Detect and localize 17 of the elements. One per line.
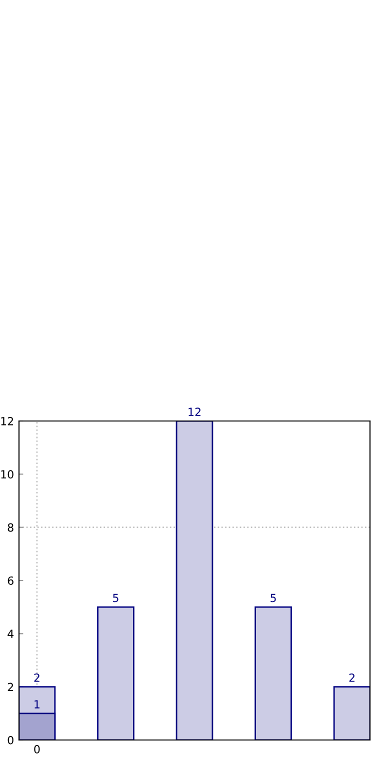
y-tick-label: 2: [8, 682, 14, 692]
bar: [254, 606, 292, 740]
bar: [97, 606, 134, 740]
data-label: 1: [34, 700, 40, 708]
y-tick-label: 8: [8, 523, 14, 532]
y-tick-label: 6: [8, 576, 14, 585]
data-label: 12: [188, 408, 200, 416]
data-label: 5: [270, 594, 276, 602]
data-label: 2: [349, 674, 354, 682]
y-tick-label: 10: [1, 470, 14, 479]
y-tick-label: 0: [8, 736, 14, 744]
y-tick-label: 12: [1, 416, 14, 426]
y-tick-label: 4: [8, 630, 14, 638]
bar: [176, 421, 214, 740]
bar: [333, 686, 370, 740]
data-label: 5: [113, 594, 118, 602]
data-label: 2: [34, 674, 40, 682]
